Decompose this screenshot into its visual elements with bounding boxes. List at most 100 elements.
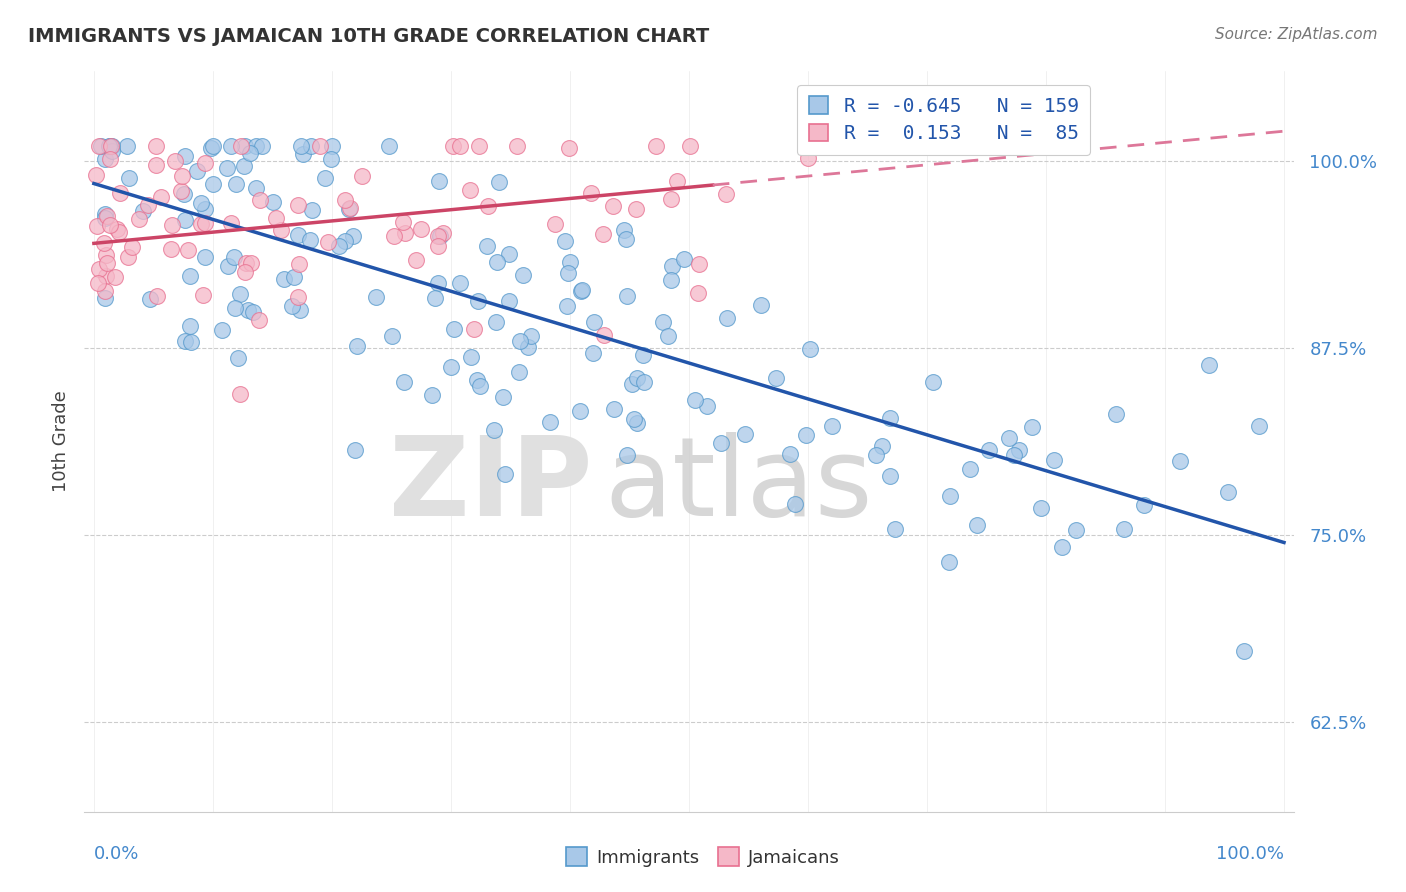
Point — [93, 153, 115, 167]
Point — [291, 146, 314, 161]
Point — [233, 159, 256, 173]
Point — [84, 168, 107, 182]
Point — [498, 293, 520, 308]
Point — [316, 235, 339, 249]
Point — [520, 328, 543, 343]
Point — [475, 239, 498, 253]
Point — [488, 175, 510, 189]
Point — [688, 285, 710, 300]
Point — [449, 276, 471, 290]
Point — [179, 269, 201, 284]
Point — [1198, 358, 1220, 372]
Point — [509, 334, 531, 348]
Point — [463, 322, 485, 336]
Point — [568, 403, 591, 417]
Point — [865, 448, 887, 462]
Point — [458, 183, 481, 197]
Point — [94, 247, 117, 261]
Point — [110, 186, 132, 200]
Point — [333, 234, 356, 248]
Point — [98, 139, 121, 153]
Point — [160, 242, 183, 256]
Point — [200, 141, 222, 155]
Point — [593, 328, 616, 343]
Point — [229, 387, 252, 401]
Point — [879, 411, 901, 425]
Point — [884, 522, 907, 536]
Point — [132, 203, 155, 218]
Point — [366, 291, 388, 305]
Point — [288, 257, 311, 271]
Point — [377, 139, 399, 153]
Point — [477, 198, 499, 212]
Legend: R = -0.645   N = 159, R =  0.153   N =  85: R = -0.645 N = 159, R = 0.153 N = 85 — [797, 85, 1090, 154]
Point — [652, 315, 675, 329]
Point — [169, 184, 191, 198]
Point — [1247, 419, 1270, 434]
Point — [394, 227, 416, 241]
Point — [266, 211, 288, 225]
Point — [657, 329, 679, 343]
Point — [645, 139, 668, 153]
Point — [190, 218, 212, 232]
Point — [716, 186, 738, 201]
Point — [429, 229, 451, 244]
Point — [201, 177, 224, 191]
Point — [211, 323, 233, 337]
Point — [554, 234, 576, 248]
Point — [557, 141, 579, 155]
Text: IMMIGRANTS VS JAMAICAN 10TH GRADE CORRELATION CHART: IMMIGRANTS VS JAMAICAN 10TH GRADE CORREL… — [28, 27, 710, 45]
Point — [343, 442, 366, 457]
Point — [555, 299, 578, 313]
Point — [1043, 452, 1066, 467]
Point — [492, 390, 515, 404]
Point — [93, 235, 115, 250]
Point — [346, 339, 368, 353]
Point — [342, 229, 364, 244]
Point — [191, 287, 214, 301]
Point — [633, 375, 655, 389]
Point — [309, 139, 332, 153]
Point — [543, 217, 565, 231]
Point — [679, 139, 702, 153]
Text: ZIP: ZIP — [389, 433, 592, 540]
Point — [616, 289, 638, 303]
Point — [186, 163, 208, 178]
Point — [86, 219, 108, 233]
Point — [427, 174, 450, 188]
Point — [579, 186, 602, 200]
Point — [425, 291, 447, 305]
Point — [226, 351, 249, 365]
Text: atlas: atlas — [605, 433, 873, 540]
Point — [673, 252, 696, 266]
Point — [661, 259, 683, 273]
Point — [494, 467, 516, 481]
Point — [665, 174, 688, 188]
Point — [87, 139, 110, 153]
Point — [121, 240, 143, 254]
Point — [245, 139, 267, 153]
Point — [180, 334, 202, 349]
Point — [94, 206, 117, 220]
Point — [381, 328, 404, 343]
Point — [921, 375, 943, 389]
Point — [959, 462, 981, 476]
Point — [118, 171, 141, 186]
Point — [382, 228, 405, 243]
Point — [233, 264, 256, 278]
Point — [287, 227, 309, 242]
Point — [939, 489, 962, 503]
Point — [319, 152, 342, 166]
Point — [1168, 454, 1191, 468]
Point — [328, 239, 350, 253]
Point — [170, 169, 193, 183]
Point — [262, 194, 284, 209]
Point — [221, 216, 243, 230]
Point — [624, 202, 647, 216]
Point — [287, 290, 309, 304]
Point — [225, 177, 247, 191]
Point — [217, 259, 239, 273]
Point — [273, 271, 295, 285]
Point — [115, 139, 138, 153]
Point — [333, 193, 356, 207]
